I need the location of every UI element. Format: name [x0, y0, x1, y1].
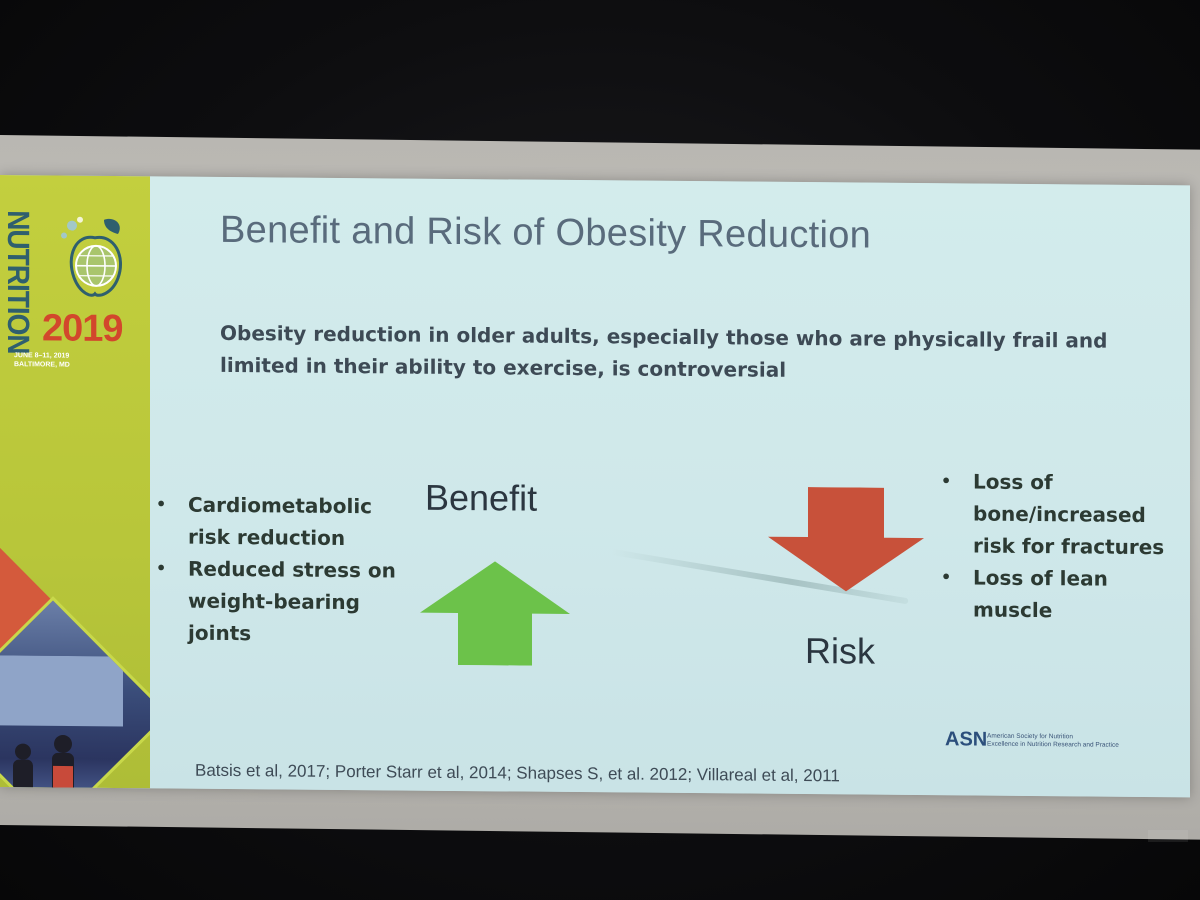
bullet-dot-icon: •: [156, 558, 167, 578]
bullet-dot-icon: •: [941, 567, 952, 587]
risk-bullet-text: Loss of lean muscle: [973, 565, 1108, 623]
risk-bullet-list: • Loss of bone/increased risk for fractu…: [935, 465, 1175, 627]
risk-label: Risk: [805, 630, 875, 672]
asn-logo-line2: Excellence in Nutrition Research and Pra…: [987, 740, 1119, 749]
benefit-bullet-item: • Cardiometabolic risk reduction: [150, 488, 418, 554]
slide-title: Benefit and Risk of Obesity Reduction: [220, 208, 872, 257]
bullet-dot-icon: •: [156, 494, 167, 514]
arrow-down-icon: [768, 487, 924, 592]
brand-panel: NUTRITION 2019 JUNE 8–11, 2019 BALTIMORE…: [0, 175, 150, 789]
benefit-bullet-list: • Cardiometabolic risk reduction • Reduc…: [150, 488, 418, 650]
event-dates-block: JUNE 8–11, 2019 BALTIMORE, MD: [14, 351, 70, 369]
bullet-dot-icon: •: [941, 471, 952, 491]
risk-bullet-item: • Loss of lean muscle: [935, 561, 1175, 627]
event-place: BALTIMORE, MD: [14, 361, 70, 369]
slide-subtitle: Obesity reduction in older adults, espec…: [220, 320, 1108, 382]
arrow-up-icon: [420, 561, 570, 666]
event-dates: JUNE 8–11, 2019: [14, 352, 70, 360]
globe-icon: [61, 216, 123, 297]
asn-logo-text: American Society for Nutrition Excellenc…: [987, 733, 1119, 750]
asn-logo-mark: ASN: [945, 728, 988, 751]
risk-bullet-item: • Loss of bone/increased risk for fractu…: [935, 465, 1175, 563]
slide-citation: Batsis et al, 2017; Porter Starr et al, …: [195, 760, 840, 786]
crowd-photo: [0, 596, 150, 789]
presentation-slide: NUTRITION 2019 JUNE 8–11, 2019 BALTIMORE…: [0, 175, 1190, 798]
asn-logo: ASN American Society for Nutrition Excel…: [945, 728, 1185, 762]
crowd-illustration: [0, 654, 123, 789]
benefit-bullet-item: • Reduced stress on weight-bearing joint…: [150, 552, 418, 650]
benefit-bullet-text: Cardiometabolic risk reduction: [188, 492, 373, 551]
benefit-bullet-text: Reduced stress on weight-bearing joints: [188, 556, 396, 646]
benefit-label: Benefit: [425, 476, 538, 519]
slide-content: Benefit and Risk of Obesity Reduction Ob…: [150, 176, 1190, 798]
risk-bullet-text: Loss of bone/increased risk for fracture…: [973, 469, 1165, 560]
event-year: 2019: [42, 307, 123, 351]
screen-glint: [1148, 830, 1188, 842]
